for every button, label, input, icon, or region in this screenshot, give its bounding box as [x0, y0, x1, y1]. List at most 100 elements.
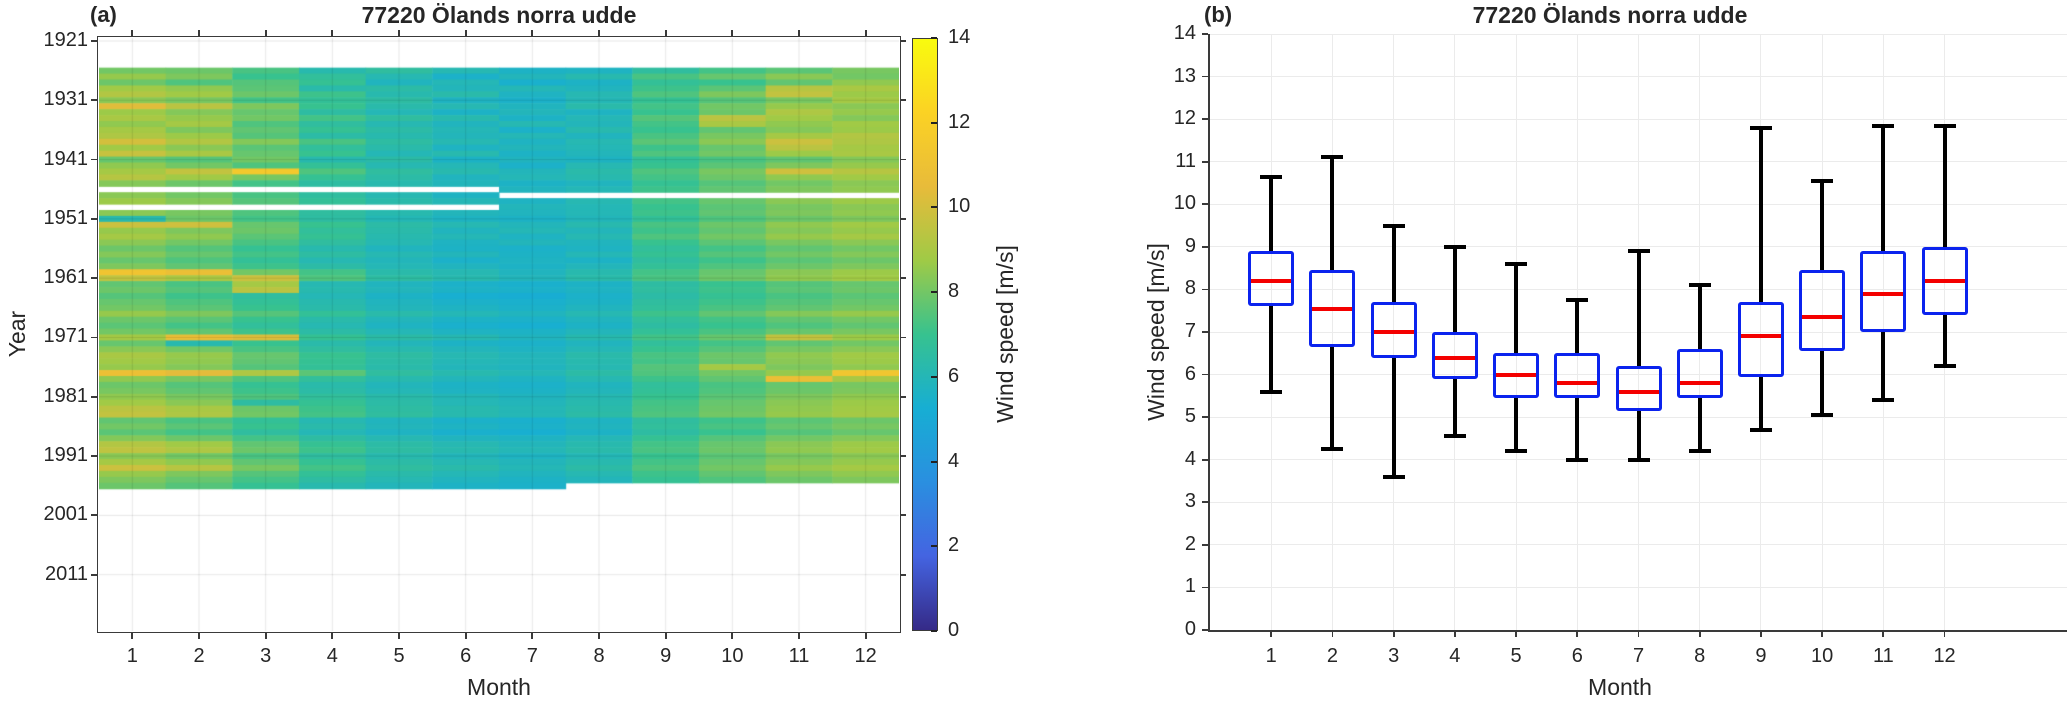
- whisker-lower-month-6: [1575, 397, 1580, 460]
- panel-a-title: 77220 Ölands norra udde: [361, 2, 637, 28]
- whisker-cap-top-month-5: [1505, 261, 1528, 266]
- x-tick-label: 1: [126, 645, 138, 667]
- y-tick-label: 2011: [44, 562, 88, 585]
- y-tick-label: 11: [1175, 149, 1196, 172]
- x-tick-label: 10: [1811, 645, 1834, 667]
- x-tick-label: 6: [1571, 645, 1583, 667]
- y-tick-label: 5: [1184, 405, 1196, 428]
- y-tick-mark: [91, 573, 97, 576]
- y-tick-label: 1931: [43, 88, 89, 111]
- x-tick-label: 9: [1755, 645, 1767, 667]
- whisker-cap-bottom-month-9: [1749, 427, 1772, 432]
- y-tick-mark: [91, 336, 97, 339]
- y-tick-mark: [899, 217, 906, 220]
- x-tick-label: 7: [526, 645, 538, 667]
- x-tick-mark: [1637, 631, 1640, 637]
- x-tick-label: 2: [193, 645, 205, 667]
- x-tick-label: 1: [1265, 645, 1277, 667]
- colorbar-tick-label: 12: [948, 110, 971, 133]
- whisker-upper-month-2: [1330, 157, 1335, 271]
- box-iqr-month-4: [1431, 332, 1478, 379]
- x-tick-mark: [1453, 631, 1456, 637]
- colorbar-tick-label: 2: [948, 534, 960, 557]
- whisker-cap-bottom-month-5: [1505, 449, 1528, 454]
- y-tick-label: 12: [1173, 107, 1196, 130]
- colorbar-tick-mark: [931, 545, 937, 548]
- whisker-cap-top-month-10: [1811, 178, 1834, 183]
- whisker-cap-bottom-month-12: [1933, 364, 1956, 369]
- median-line-month-4: [1434, 355, 1475, 360]
- whisker-lower-month-12: [1942, 314, 1947, 367]
- box-iqr-month-1: [1248, 251, 1295, 307]
- x-tick-label: 10: [721, 645, 744, 667]
- x-tick-mark: [1515, 631, 1517, 637]
- x-tick-mark: [331, 30, 334, 36]
- box-iqr-month-12: [1921, 246, 1968, 315]
- median-line-month-7: [1618, 389, 1659, 394]
- x-tick-label: 7: [1632, 645, 1645, 667]
- y-tick-mark: [1202, 629, 1208, 631]
- y-tick-label: 2: [1184, 532, 1196, 555]
- y-tick-mark: [899, 40, 906, 42]
- x-tick-label: 12: [854, 645, 877, 667]
- y-tick-label: 10: [1173, 192, 1196, 215]
- x-tick-mark: [1943, 631, 1946, 637]
- whisker-lower-month-5: [1514, 397, 1519, 452]
- x-tick-mark: [731, 633, 734, 639]
- median-line-month-2: [1312, 306, 1353, 311]
- y-tick-mark: [899, 573, 906, 576]
- x-tick-mark: [864, 633, 867, 639]
- y-tick-mark: [1202, 203, 1208, 206]
- whisker-upper-month-1: [1269, 176, 1274, 252]
- x-tick-mark: [798, 633, 800, 639]
- whisker-lower-month-2: [1330, 346, 1335, 450]
- y-tick-mark: [1202, 543, 1208, 546]
- panel-b-x-axis-label: Month: [1588, 674, 1652, 700]
- box-iqr-month-7: [1615, 366, 1662, 411]
- whisker-cap-bottom-month-4: [1443, 434, 1466, 439]
- x-tick-mark: [198, 30, 200, 36]
- box-iqr-month-8: [1676, 349, 1723, 398]
- y-tick-label: 7: [1184, 320, 1196, 342]
- median-line-month-9: [1740, 334, 1781, 339]
- gridline-vertical: [1331, 34, 1333, 630]
- median-line-month-12: [1924, 278, 1965, 283]
- y-tick-mark: [1202, 501, 1208, 504]
- median-line-month-3: [1373, 330, 1414, 334]
- panel-b-corner-label: (b): [1204, 2, 1233, 27]
- x-tick-mark: [864, 30, 867, 36]
- whisker-cap-top-month-11: [1872, 123, 1895, 128]
- x-tick-mark: [1576, 631, 1579, 637]
- x-tick-mark: [264, 30, 267, 36]
- x-tick-label: 12: [1933, 645, 1956, 667]
- whisker-upper-month-6: [1575, 300, 1580, 354]
- median-line-month-10: [1802, 315, 1843, 320]
- y-tick-mark: [1202, 75, 1208, 78]
- whisker-upper-month-11: [1881, 125, 1886, 252]
- y-tick-label: 8: [1184, 277, 1196, 300]
- x-tick-label: 3: [1388, 645, 1400, 667]
- y-tick-mark: [1202, 118, 1208, 121]
- y-tick-mark: [899, 455, 906, 457]
- x-tick-mark: [398, 633, 400, 639]
- y-tick-mark: [899, 395, 906, 398]
- y-tick-mark: [1202, 373, 1208, 376]
- y-tick-label: 9: [1184, 234, 1196, 257]
- gridline-vertical: [1821, 34, 1823, 630]
- box-iqr-month-5: [1493, 353, 1540, 398]
- x-tick-mark: [798, 30, 800, 36]
- box-iqr-month-9: [1737, 302, 1784, 377]
- y-tick-label: 4: [1184, 447, 1196, 470]
- y-tick-label: 1941: [43, 147, 89, 170]
- colorbar-tick-label: 8: [948, 280, 960, 303]
- y-tick-mark: [899, 336, 906, 339]
- x-tick-label: 11: [788, 645, 810, 667]
- whisker-upper-month-9: [1758, 127, 1763, 303]
- colorbar-tick-label: 4: [948, 449, 960, 472]
- y-tick-label: 1951: [43, 206, 89, 229]
- x-tick-label: 3: [260, 645, 272, 667]
- x-tick-mark: [1760, 631, 1762, 637]
- y-tick-label: 1981: [43, 384, 89, 407]
- y-tick-label: 1961: [43, 266, 89, 289]
- whisker-lower-month-4: [1452, 378, 1457, 437]
